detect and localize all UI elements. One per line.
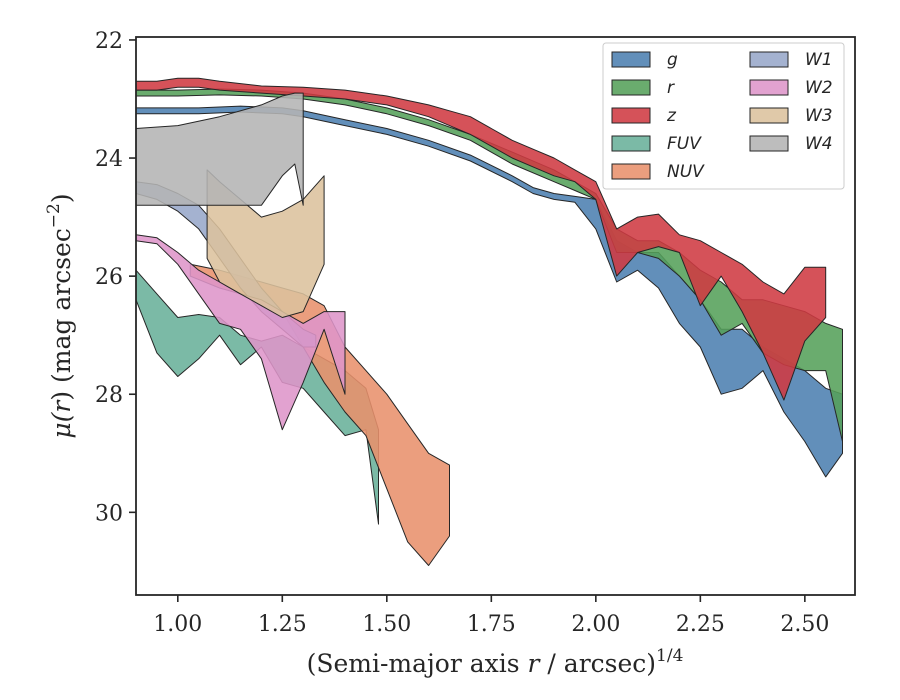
band-g: [135, 105, 843, 478]
legend-swatch-r: [611, 79, 651, 96]
legend-swatch-W3: [749, 107, 789, 124]
legend: grz FUV NUV W1 W2 W3 W4: [602, 42, 845, 190]
y-tick-label: 26: [95, 265, 123, 290]
band-W4: [135, 92, 304, 206]
legend-swatch-W1: [749, 51, 789, 68]
legend-label-W4: W4: [805, 134, 833, 154]
x-tick-label: 2.50: [780, 612, 829, 637]
plot-frame: [135, 36, 856, 596]
x-axis-label: (Semi-major axis r / arcsec)1/4: [307, 646, 684, 678]
y-tick-label: 24: [95, 147, 123, 172]
legend-label-W2: W2: [805, 78, 833, 98]
y-tick-label: 30: [95, 501, 123, 526]
legend-label-W3: W3: [805, 106, 833, 126]
x-tick-label: 1.25: [258, 612, 307, 637]
x-tick-label: 1.00: [153, 612, 202, 637]
band-W2: [135, 234, 346, 431]
legend-swatch-FUV: [611, 135, 651, 152]
legend-swatch-W4: [749, 135, 789, 152]
x-axis-ticks: 1.00 1.25 1.50 1.75 2.00 2.25 2.50: [153, 595, 829, 637]
legend-swatch-g: [611, 51, 651, 68]
legend-label-r: r: [667, 78, 675, 98]
x-tick-label: 1.50: [362, 612, 411, 637]
y-tick-label: 28: [95, 383, 123, 408]
legend-label-NUV: NUV: [667, 162, 705, 182]
x-tick-label: 2.25: [676, 612, 725, 637]
x-tick-label: 2.00: [571, 612, 620, 637]
band-z: [135, 77, 827, 401]
x-tick-label: 1.75: [467, 612, 516, 637]
y-axis-ticks: 22 24 26 28 30: [95, 29, 136, 526]
legend-label-g: g: [667, 50, 678, 70]
y-tick-label: 22: [95, 29, 123, 54]
series-bands: [135, 77, 843, 566]
legend-label-z: z: [666, 106, 677, 126]
legend-swatch-W2: [749, 79, 789, 96]
legend-swatch-NUV: [611, 163, 651, 180]
y-axis-label: μ(r) (mag arcsec−2): [44, 193, 76, 438]
legend-swatch-z: [611, 107, 651, 124]
legend-label-W1: W1: [805, 50, 833, 70]
legend-label-FUV: FUV: [667, 134, 702, 154]
